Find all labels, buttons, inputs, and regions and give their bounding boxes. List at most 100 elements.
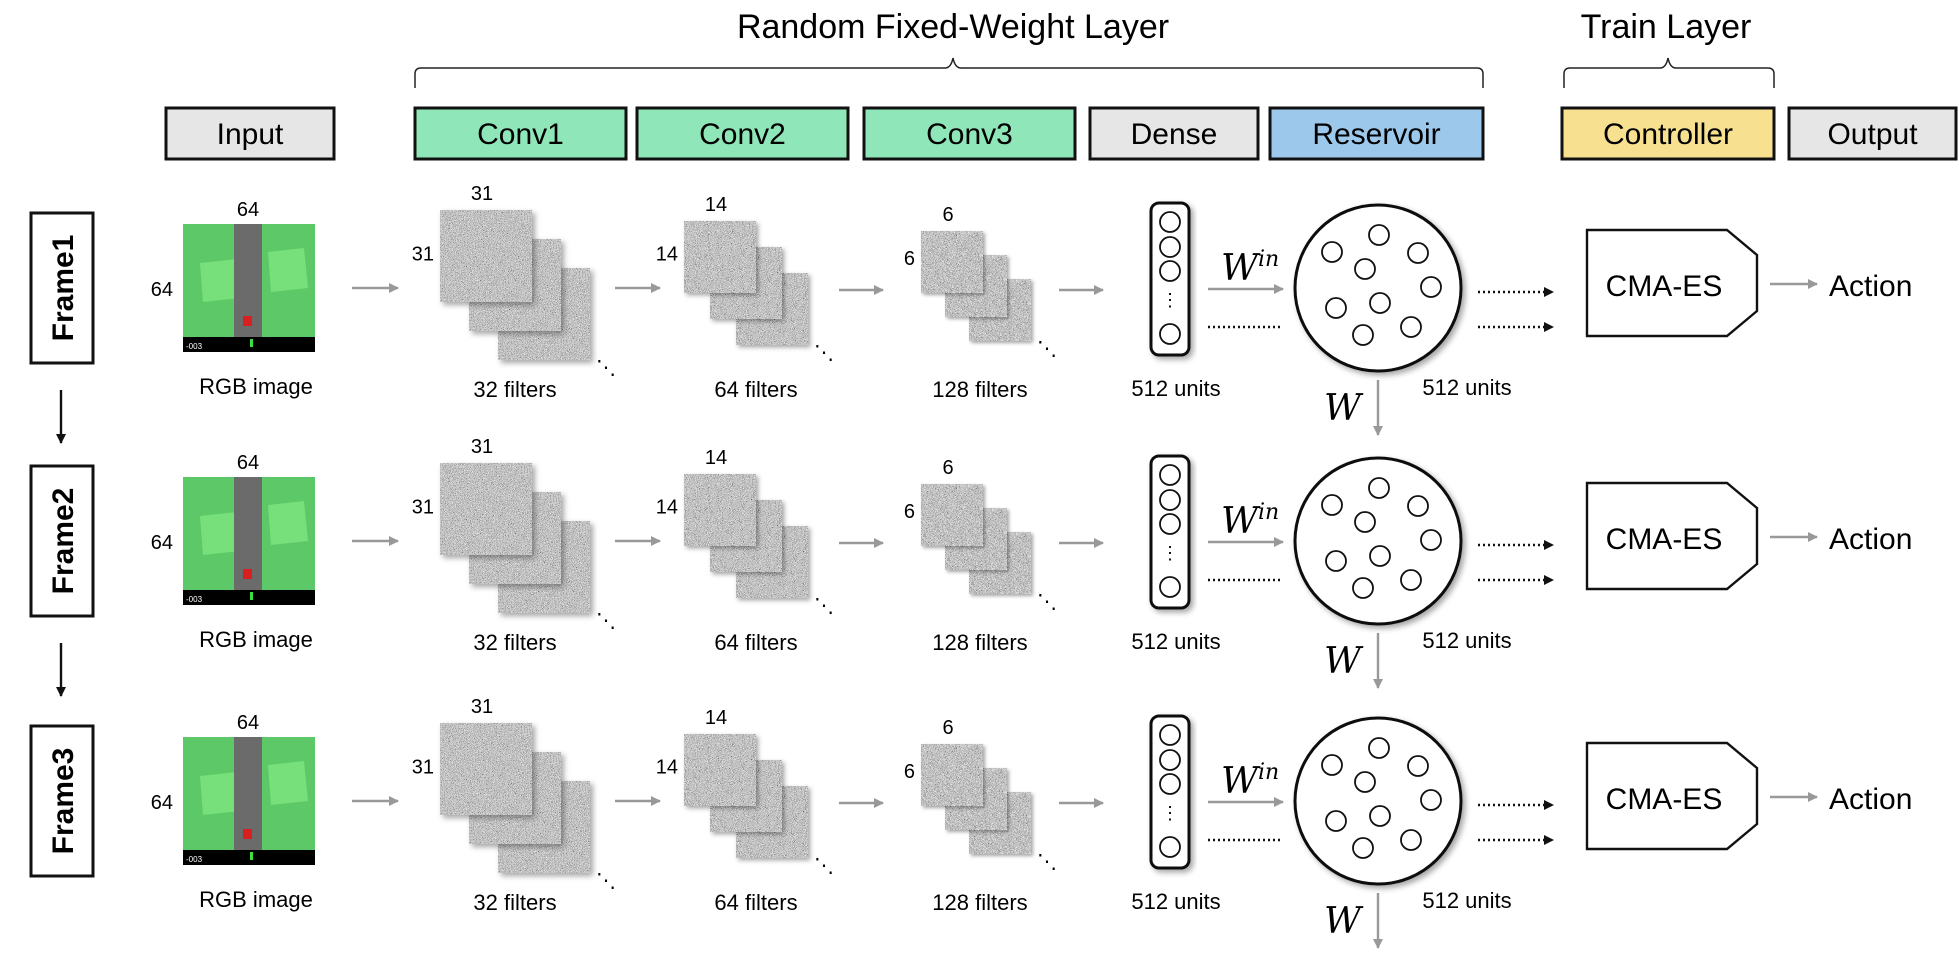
reservoir-neuron [1352,837,1374,859]
map-width-label: 14 [705,194,727,216]
reservoir-neuron [1368,737,1390,759]
frame-rows: Frame1 -003 64 64 RGB image 31 31 ⋱ 32 filters 14… [29,183,1912,949]
controller-label: CMA-ES [1606,270,1723,303]
dense-neuron [1159,236,1181,258]
conv2-stack: 14 14 ⋱ 64 filters [656,194,834,402]
feature-map [440,463,532,555]
dense-ellipsis: ⋮ [1161,543,1179,563]
frame-label-box: Frame2 [29,464,95,618]
car [243,829,252,839]
w-recurrent-label: W [1324,901,1364,942]
reservoir-neuron [1420,529,1442,551]
reservoir-neuron [1369,292,1391,314]
conv1-stack: 31 31 ⋱ 32 filters [412,696,616,915]
frame-label: Frame2 [47,488,80,595]
car [243,316,252,326]
reservoir-neuron [1352,577,1374,599]
input-width-label: 64 [237,712,259,734]
reservoir-neuron [1368,477,1390,499]
dense-neuron [1159,464,1181,486]
speed-indicator [250,852,253,860]
status-bar [183,850,315,865]
header-conv1: Conv1 [413,106,628,161]
controller-label: CMA-ES [1606,783,1723,816]
reservoir-neuron [1321,494,1343,516]
dense-neuron [1159,489,1181,511]
map-height-label: 6 [904,248,915,270]
brace-random [414,57,1484,88]
feature-map [921,744,983,806]
controller-label: CMA-ES [1606,523,1723,556]
conv1-stack: 31 31 ⋱ 32 filters [412,183,616,402]
reservoir-neuron [1407,755,1429,777]
input-width-label: 64 [237,199,259,221]
header-box [413,106,628,161]
header-label: Output [1827,118,1918,151]
reservoir-neuron [1325,297,1347,319]
filters-caption: 32 filters [473,890,556,915]
output-action: Action [1829,783,1912,816]
reservoir: 512 units [1293,456,1512,653]
reservoir-neuron [1354,511,1376,533]
dense-ellipsis: ⋮ [1161,290,1179,310]
dense-neuron [1159,836,1181,858]
controller-shape [1585,741,1759,851]
conv3-stack: 6 6 ⋱ 128 filters [904,717,1057,915]
grass-tile [268,761,308,805]
controller-cma-es: CMA-ES [1585,741,1759,851]
map-width-label: 31 [471,696,493,718]
header-input: Input [164,106,336,161]
frame-label-box: Frame3 [29,724,95,878]
grass-tile [268,248,308,292]
frame-row-2: Frame2 -003 64 64 RGB image 31 31 ⋱ 32 filters 14… [29,436,1912,697]
grass-tile [200,772,240,815]
feature-map [440,210,532,302]
frame-label: Frame3 [47,748,80,855]
w-in-label: Win [1221,247,1279,289]
controller-cma-es: CMA-ES [1585,481,1759,591]
header-box [635,106,850,161]
conv3-stack: 6 6 ⋱ 128 filters [904,204,1057,402]
feature-map [684,734,756,806]
input-image: -003 64 64 RGB image [151,712,315,912]
input-height-label: 64 [151,532,173,554]
dense-neuron [1159,260,1181,282]
map-width-label: 6 [942,204,953,226]
header-box [1560,106,1776,161]
dense-neuron [1159,576,1181,598]
reservoir-neuron [1321,754,1343,776]
w-in-label: Win [1221,500,1279,542]
car [243,569,252,579]
header-box [862,106,1077,161]
filters-caption: 128 filters [932,377,1027,402]
controller-shape [1585,481,1759,591]
conv3-stack: 6 6 ⋱ 128 filters [904,457,1057,655]
dense-neuron [1159,724,1181,746]
reservoir-neuron [1354,258,1376,280]
dense-neuron [1159,211,1181,233]
status-bar [183,590,315,605]
frame-row-3: Frame3 -003 64 64 RGB image 31 31 ⋱ 32 filters 14… [29,696,1912,949]
grass-tile [200,259,240,302]
header-label: Conv1 [477,118,564,151]
map-height-label: 31 [412,497,434,519]
dense-caption: 512 units [1131,889,1220,914]
reservoir-neuron [1369,805,1391,827]
header-label: Input [217,118,284,151]
header-conv3: Conv3 [862,106,1077,161]
map-width-label: 14 [705,447,727,469]
header-label: Conv3 [926,118,1013,151]
map-width-label: 6 [942,457,953,479]
filters-caption: 64 filters [714,377,797,402]
feature-map [684,221,756,293]
frame-label-box: Frame1 [29,211,95,365]
header-box [1088,106,1260,161]
header-label: Dense [1131,118,1218,151]
reservoir-neuron [1325,810,1347,832]
map-height-label: 14 [656,757,678,779]
reservoir-neuron [1325,550,1347,572]
header-label: Reservoir [1312,118,1440,151]
dense-neuron [1159,323,1181,345]
reservoir-neuron [1400,316,1422,338]
header-box [164,106,336,161]
